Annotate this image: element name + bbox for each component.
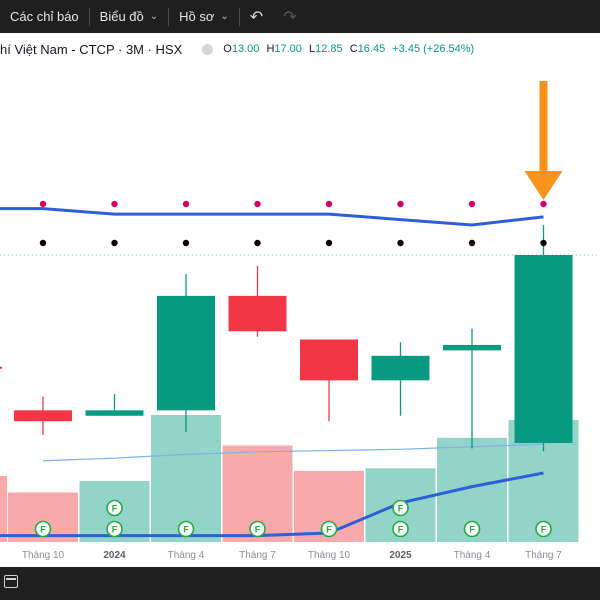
signal-dot-top xyxy=(39,200,47,208)
high-key: H xyxy=(266,43,275,55)
calendar-icon[interactable] xyxy=(4,575,18,588)
event-marker-icon[interactable] xyxy=(177,520,195,538)
x-axis-tick-label: Tháng 4 xyxy=(454,550,491,561)
signal-dot-mid xyxy=(39,239,47,247)
x-axis-tick-label: Tháng 10 xyxy=(22,550,65,561)
ohlc-readout: O13.00 H17.00 L12.85 C16.45 +3.45 (+26.5… xyxy=(223,43,478,55)
profile-menu-label: Hồ sơ xyxy=(179,9,215,24)
highlight-arrow-icon xyxy=(539,81,548,173)
candle-body[interactable] xyxy=(157,295,215,411)
toolbar-divider xyxy=(88,7,90,26)
open-key: O xyxy=(223,43,232,55)
event-marker-label: F xyxy=(541,525,547,535)
event-marker-label: F xyxy=(469,525,475,535)
candle-body[interactable] xyxy=(300,339,358,381)
undo-icon[interactable]: ↶ xyxy=(249,8,264,26)
event-marker-label: F xyxy=(40,525,46,535)
close-value: 16.45 xyxy=(357,43,386,55)
candle-body[interactable] xyxy=(514,255,573,444)
price-chart[interactable]: F F F F F F F F F F Tháng 10 2024 Tháng 4 Tháng 7 Thán… xyxy=(0,0,600,567)
chart-menu-button[interactable]: Biểu đồ ⌄ xyxy=(90,0,168,33)
low-value: 12.85 xyxy=(315,43,343,55)
signal-dot-mid xyxy=(397,239,404,247)
x-axis-tick-label: Tháng 4 xyxy=(168,550,205,561)
x-axis-tick-label: 2024 xyxy=(103,550,126,561)
indicators-button[interactable]: Các chỉ báo xyxy=(0,0,89,33)
high-value: 17.00 xyxy=(274,43,302,55)
event-marker-label: F xyxy=(326,525,332,535)
event-marker-label: F xyxy=(183,525,189,535)
signal-dot-mid xyxy=(468,239,476,247)
candle-body[interactable] xyxy=(14,410,72,422)
chart-legend: hí Việt Nam - CTCP · 3M · HSX O13.00 H17… xyxy=(0,40,478,58)
toolbar-divider xyxy=(168,7,170,26)
candle-body[interactable] xyxy=(371,355,430,381)
signal-dot-mid xyxy=(254,239,261,247)
volume-ma-line xyxy=(42,443,544,462)
close-key: C xyxy=(349,43,358,55)
signal-dot-mid xyxy=(111,239,118,247)
bottom-toolbar xyxy=(0,567,600,600)
candle-body[interactable] xyxy=(228,295,287,332)
toolbar-divider xyxy=(238,7,240,26)
event-marker-icon[interactable] xyxy=(392,499,409,517)
signal-dot-top xyxy=(468,200,476,208)
event-marker-icon[interactable] xyxy=(463,520,481,538)
event-marker-icon[interactable] xyxy=(34,520,52,538)
event-marker-label: F xyxy=(112,525,118,535)
chevron-down-icon: ⌄ xyxy=(149,11,159,22)
highlight-arrow-icon xyxy=(524,171,563,200)
signal-dot-top xyxy=(540,200,547,208)
status-dot-icon xyxy=(202,43,214,55)
symbol-description[interactable]: hí Việt Nam - CTCP · 3M · HSX xyxy=(0,41,183,57)
x-axis-tick-label: Tháng 10 xyxy=(308,550,351,561)
signal-dot-top xyxy=(111,200,118,208)
event-marker-icon[interactable] xyxy=(535,520,552,538)
redo-icon[interactable]: ↷ xyxy=(283,8,297,26)
profile-menu-button[interactable]: Hồ sơ ⌄ xyxy=(169,0,239,33)
event-marker-label: F xyxy=(398,504,404,514)
open-value: 13.00 xyxy=(231,43,260,55)
event-marker-icon[interactable] xyxy=(106,499,123,517)
signal-dot-top xyxy=(397,200,404,208)
event-marker-label: F xyxy=(398,525,404,535)
change-value: +3.45 (+26.54%) xyxy=(392,43,475,55)
upper-band-line xyxy=(0,207,544,227)
event-marker-icon[interactable] xyxy=(320,520,338,538)
event-marker-icon[interactable] xyxy=(249,520,266,538)
volume-bar xyxy=(0,475,7,542)
chevron-down-icon: ⌄ xyxy=(220,11,229,22)
x-axis-tick-label: 2025 xyxy=(389,550,412,561)
low-key: L xyxy=(308,43,316,55)
signal-dot-mid xyxy=(325,239,333,247)
indicators-label: Các chỉ báo xyxy=(10,9,79,24)
candle-body xyxy=(0,366,2,369)
event-marker-label: F xyxy=(112,504,118,514)
signal-dot-mid xyxy=(182,239,190,247)
candle-body[interactable] xyxy=(85,410,144,416)
event-marker-icon[interactable] xyxy=(392,520,409,538)
x-axis-tick-label: Tháng 7 xyxy=(525,550,562,561)
chart-menu-label: Biểu đồ xyxy=(99,9,144,24)
signal-dot-top xyxy=(325,200,333,208)
signal-dot-mid xyxy=(540,239,547,247)
signal-dot-top xyxy=(182,200,190,208)
event-marker-label: F xyxy=(255,525,261,535)
top-toolbar: Các chỉ báo Biểu đồ ⌄ Hồ sơ ⌄ ↶ ↷ xyxy=(0,0,600,33)
x-axis-tick-label: Tháng 7 xyxy=(239,550,276,561)
candle-body[interactable] xyxy=(443,344,501,351)
event-marker-icon[interactable] xyxy=(106,520,123,538)
signal-dot-top xyxy=(254,200,261,208)
